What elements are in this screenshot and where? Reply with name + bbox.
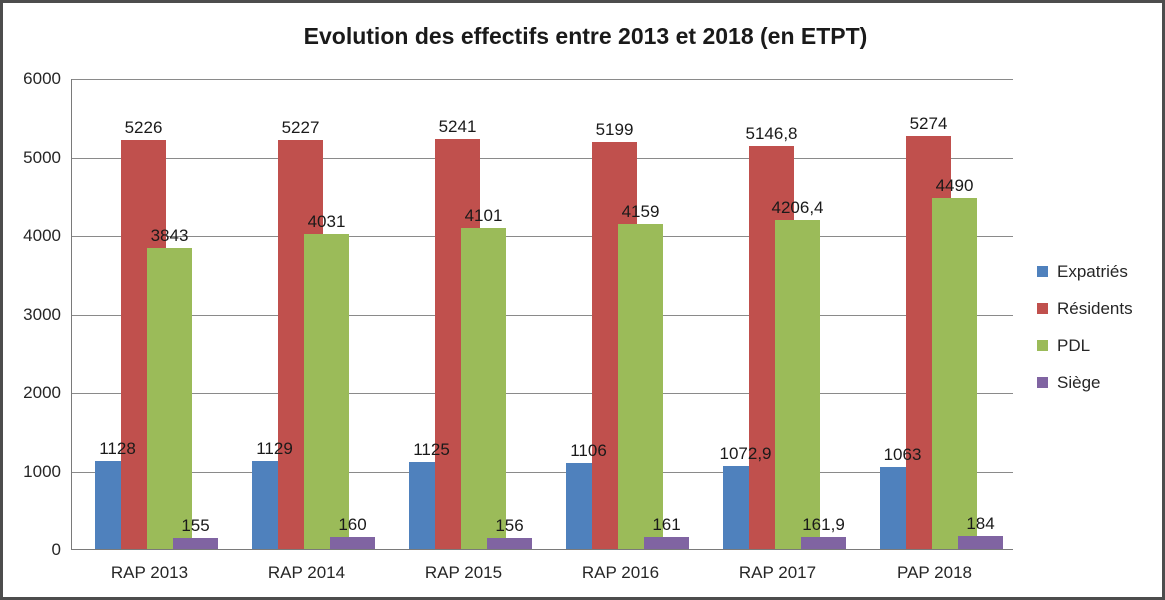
bar-siege[interactable] <box>958 536 1003 550</box>
bar-pdl[interactable] <box>461 228 506 550</box>
bar-value-label: 4206,4 <box>771 198 824 217</box>
bar-pdl[interactable] <box>304 234 349 550</box>
bar-value-label: 5274 <box>909 114 948 133</box>
y-axis-tick-label: 2000 <box>23 383 61 402</box>
legend-label: Expatriés <box>1057 261 1128 281</box>
x-axis-category-label: RAP 2014 <box>267 563 346 582</box>
y-axis-tick-label: 6000 <box>23 69 61 88</box>
y-axis-tick-label: 5000 <box>23 147 61 167</box>
bar-value-label: 5241 <box>438 117 477 136</box>
y-axis-tick-label: 4000 <box>23 226 61 245</box>
legend-label: PDL <box>1057 335 1091 355</box>
bar-value-label: 1129 <box>256 439 293 458</box>
legend-item-pdl[interactable]: PDL <box>1037 327 1133 364</box>
gridline <box>71 393 1013 394</box>
bar-value-label: 4159 <box>621 202 660 221</box>
chart-title: Evolution des effectifs entre 2013 et 20… <box>303 23 868 49</box>
legend-item-expatries[interactable]: Expatriés <box>1037 253 1133 290</box>
bar-value-label: 155 <box>181 516 210 535</box>
plot-area: 1128 5226 3843 155 1129 5227 4031 160 1125 5241 41… <box>71 79 1013 550</box>
legend-swatch-icon <box>1037 303 1048 314</box>
bar-pdl[interactable] <box>147 248 192 550</box>
gridline <box>71 314 1013 316</box>
bar-value-label: 4101 <box>464 206 503 225</box>
legend-swatch-icon <box>1037 340 1048 351</box>
x-axis-category-label: RAP 2016 <box>581 563 660 582</box>
gridline <box>71 471 1013 473</box>
bar-value-label: 1072,9 <box>719 444 772 463</box>
bar-pdl[interactable] <box>618 224 663 550</box>
bar-siege[interactable] <box>801 537 846 550</box>
bar-pdl[interactable] <box>932 198 977 550</box>
bar-value-label: 4490 <box>935 176 974 195</box>
legend-label: Siège <box>1057 372 1101 392</box>
bar-value-label: 161,9 <box>802 515 845 534</box>
x-axis-category-label: RAP 2017 <box>738 563 817 582</box>
bar-siege[interactable] <box>644 537 689 550</box>
y-axis-line <box>71 79 72 550</box>
legend-swatch-icon <box>1037 377 1048 388</box>
y-axis-tick-label: 0 <box>51 540 61 559</box>
bar-value-label: 160 <box>338 515 367 534</box>
legend-item-siege[interactable]: Siège <box>1037 364 1133 401</box>
gridline <box>71 79 1013 80</box>
bar-value-label: 161 <box>652 515 681 534</box>
bar-value-label: 1125 <box>413 440 450 459</box>
bar-value-label: 5226 <box>124 118 163 137</box>
gridline <box>71 157 1013 159</box>
bar-value-label: 184 <box>966 514 995 533</box>
bar-siege[interactable] <box>330 537 375 550</box>
bar-value-label: 1063 <box>883 445 922 464</box>
bar-value-label: 4031 <box>307 212 346 231</box>
x-axis-category-label: PAP 2018 <box>897 563 972 582</box>
gridline <box>71 236 1013 237</box>
bar-value-label: 1128 <box>99 439 136 458</box>
x-axis-category-label: RAP 2015 <box>424 563 503 582</box>
legend-label: Résidents <box>1057 298 1133 318</box>
legend: Expatriés Résidents PDL Siège <box>1037 253 1133 401</box>
bar-siege[interactable] <box>487 538 532 550</box>
bar-value-label: 5227 <box>281 118 320 137</box>
bar-pdl[interactable] <box>775 220 820 550</box>
bar-value-label: 3843 <box>150 226 189 245</box>
bar-value-label: 156 <box>495 516 524 535</box>
bar-value-label: 5199 <box>595 120 634 139</box>
bar-value-label: 5146,8 <box>745 124 798 143</box>
bar-siege[interactable] <box>173 538 218 550</box>
bar-value-label: 1106 <box>570 441 607 460</box>
legend-swatch-icon <box>1037 266 1048 277</box>
y-axis-tick-label: 1000 <box>23 461 61 481</box>
y-axis-tick-label: 3000 <box>23 304 61 324</box>
x-axis-category-label: RAP 2013 <box>110 563 189 582</box>
x-axis-line <box>71 549 1013 550</box>
legend-item-residents[interactable]: Résidents <box>1037 290 1133 327</box>
